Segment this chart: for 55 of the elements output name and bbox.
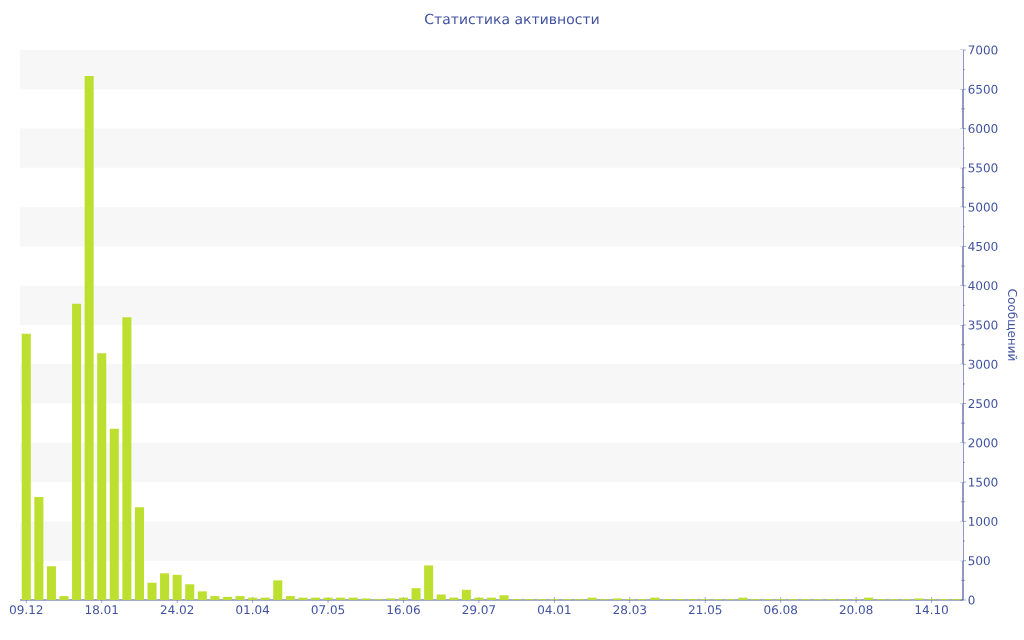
- x-tick-label: 06.08: [764, 605, 798, 615]
- y-tick-label: 1000: [969, 516, 998, 526]
- bar: [21, 333, 31, 600]
- x-tick-label: 20.08: [839, 605, 873, 615]
- y-tick-label: 4000: [968, 281, 998, 291]
- bar: [273, 580, 283, 600]
- bar: [46, 566, 56, 600]
- y-tick-label: 3000: [968, 359, 998, 369]
- y-tick-label: 0: [968, 595, 975, 605]
- x-tick-label: 14.10: [915, 605, 948, 615]
- bar: [197, 591, 207, 600]
- bar: [210, 596, 220, 600]
- x-tick-label: 01.04: [236, 605, 270, 615]
- y-tick-label: 2000: [968, 438, 998, 448]
- bar: [461, 589, 471, 600]
- y-tick-label: 1500: [969, 477, 998, 487]
- bar: [134, 507, 144, 600]
- bar: [97, 353, 107, 600]
- bar: [172, 574, 182, 600]
- y-tick-label: 4500: [968, 241, 998, 251]
- bar: [147, 582, 157, 600]
- x-tick-label: 24.02: [160, 605, 194, 615]
- chart-title: Статистика активности: [425, 13, 599, 25]
- x-tick-label: 28.03: [613, 605, 647, 615]
- y-tick-label: 5000: [968, 202, 998, 212]
- x-tick-label: 29.07: [462, 605, 496, 615]
- y-tick-label: 6000: [968, 124, 998, 134]
- bar: [59, 596, 69, 600]
- bar: [84, 75, 94, 600]
- y-tick-label: 7000: [968, 45, 998, 55]
- bar: [72, 303, 82, 600]
- x-tick-label: 04.01: [537, 605, 571, 615]
- bar: [424, 565, 434, 600]
- y-tick-label: 3500: [968, 320, 998, 330]
- bar: [411, 588, 421, 600]
- bar: [109, 428, 119, 600]
- bar: [34, 497, 44, 600]
- bar: [222, 596, 232, 600]
- bar: [436, 594, 446, 600]
- bar: [499, 595, 509, 600]
- x-tick-label: 21.05: [688, 605, 722, 615]
- y-tick-label: 6500: [968, 84, 998, 94]
- y-tick-label: 500: [968, 556, 990, 566]
- x-tick-label: 09.12: [9, 605, 43, 615]
- x-tick-label: 07.05: [311, 605, 345, 615]
- x-tick-label: 16.06: [387, 605, 420, 615]
- bar: [160, 573, 170, 600]
- bar: [235, 596, 245, 600]
- x-tick-label: 18.01: [85, 605, 118, 615]
- bar: [122, 317, 132, 600]
- bar: [185, 584, 195, 600]
- y-tick-label: 2500: [968, 399, 998, 409]
- y-tick-label: 5500: [968, 163, 998, 173]
- y-axis-title: Сообщений: [1006, 289, 1018, 361]
- bar: [285, 596, 295, 600]
